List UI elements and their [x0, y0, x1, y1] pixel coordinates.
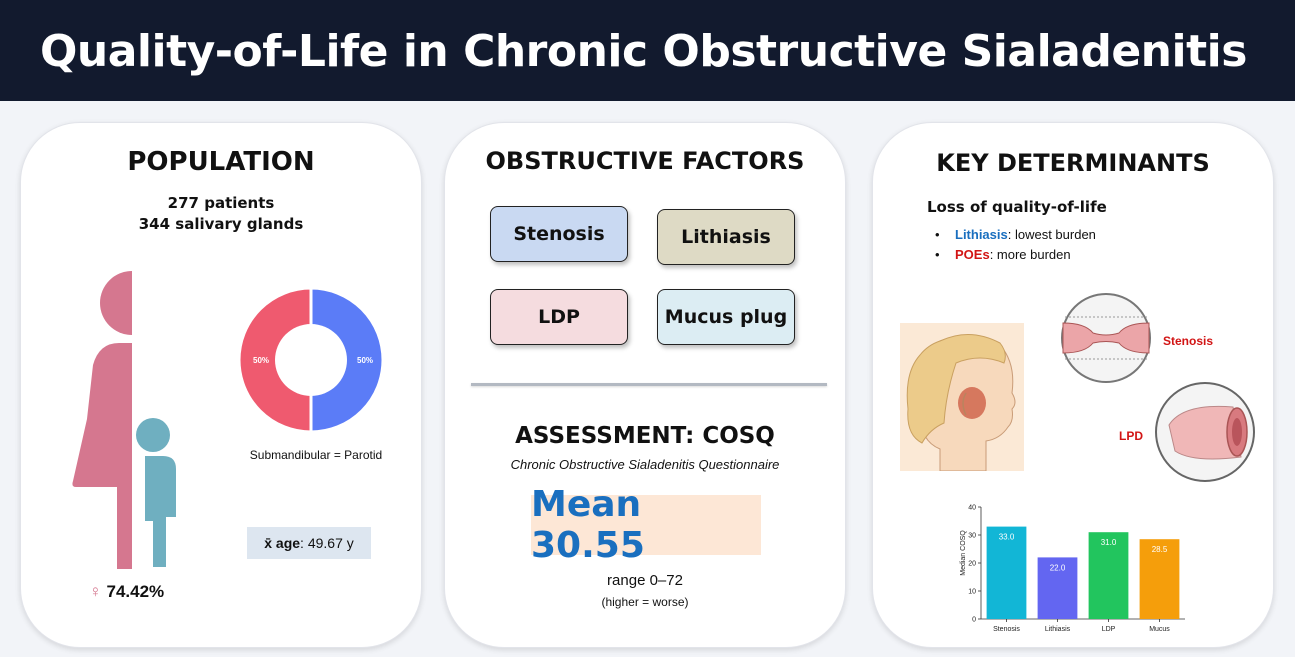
- determinants-title: KEY DETERMINANTS: [936, 149, 1210, 177]
- score-range: range 0–72: [607, 572, 683, 589]
- bar-value-label: 33.0: [999, 533, 1015, 542]
- glands-count: 344 salivary glands: [138, 215, 304, 233]
- obstructive-title: OBSTRUCTIVE FACTORS: [485, 147, 805, 175]
- bar-value-label: 28.5: [1152, 545, 1168, 554]
- y-tick-label: 10: [968, 589, 976, 596]
- assessment-title: ASSESSMENT: COSQ: [515, 423, 775, 449]
- gland-ratio-text: Submandibular = Parotid: [249, 448, 383, 462]
- bar-stenosis: [986, 526, 1027, 619]
- stenosis-tag: Stenosis: [1163, 334, 1214, 348]
- donut-label-right: 50%: [357, 356, 373, 365]
- factor-mucus-plug: Mucus plug: [657, 289, 795, 345]
- factor-ldp: LDP: [490, 289, 628, 345]
- bullet-lithiasis-text: : lowest burden: [1007, 227, 1096, 242]
- x-tick-label: Stenosis: [993, 626, 1020, 633]
- assessment-subtitle: Chronic Obstructive Sialadenitis Questio…: [510, 457, 780, 472]
- donut-hole: [275, 324, 347, 396]
- score-range-note: (higher = worse): [601, 595, 689, 609]
- lpd-tag: LPD: [1119, 429, 1143, 443]
- factor-lithiasis: Lithiasis: [657, 209, 795, 265]
- y-tick-label: 30: [968, 533, 976, 540]
- y-tick-label: 40: [968, 505, 976, 512]
- chart-y-axis-label: Median COSQ: [960, 530, 967, 576]
- lpd-duct-illustration: [1155, 382, 1255, 482]
- bullet-poes-key: POEs: [955, 247, 990, 262]
- population-title: POPULATION: [127, 147, 315, 177]
- y-tick-label: 0: [972, 617, 976, 624]
- determinants-subtitle: Loss of quality-of-life: [927, 198, 1107, 216]
- mean-age-box: x̄ age : 49.67 y: [247, 527, 371, 559]
- population-card: POPULATION 277 patients 344 salivary gla…: [20, 122, 422, 648]
- median-cosq-bar-chart: Median COSQ 0 10 20 30 40 33.0 Stenosis 22.0 Li…: [960, 505, 1185, 633]
- bullet-lithiasis-key: Lithiasis: [955, 227, 1008, 242]
- gland-donut-chart: 50% 50%: [237, 288, 385, 433]
- mean-age-label: x̄ age: [264, 535, 301, 551]
- donut-label-left: 50%: [253, 356, 269, 365]
- face-parotid-illustration: [900, 323, 1024, 471]
- page-title: Quality-of-Life in Chronic Obstructive S…: [40, 26, 1247, 77]
- y-tick-label: 20: [968, 561, 976, 568]
- woman-body-icon: [72, 343, 132, 569]
- woman-head-icon: [100, 271, 132, 335]
- stenosis-duct-illustration: [1061, 293, 1151, 383]
- bar-value-label: 31.0: [1101, 538, 1117, 547]
- x-tick-label: Lithiasis: [1045, 626, 1071, 633]
- female-percentage-value: 74.42%: [106, 582, 165, 601]
- bar-value-label: 22.0: [1050, 563, 1066, 572]
- determinants-card: KEY DETERMINANTS Loss of quality-of-life…: [872, 122, 1274, 648]
- mean-score-box: Mean 30.55: [531, 484, 761, 566]
- bar-lithiasis: [1037, 557, 1078, 619]
- x-tick-label: Mucus: [1149, 626, 1170, 633]
- female-symbol-icon: ♀: [89, 582, 102, 601]
- patients-count: 277 patients: [167, 194, 275, 212]
- woman-child-figure: [72, 271, 176, 569]
- header-bar: Quality-of-Life in Chronic Obstructive S…: [0, 0, 1295, 101]
- x-tick-label: LDP: [1102, 626, 1116, 633]
- child-head-icon: [136, 418, 170, 452]
- child-body-icon: [145, 456, 176, 567]
- bar-ldp: [1088, 532, 1129, 619]
- section-divider: [471, 383, 827, 386]
- bullet-poes: • POEs: more burden: [935, 247, 1071, 262]
- bullet-lithiasis: • Lithiasis: lowest burden: [935, 227, 1096, 242]
- factor-stenosis: Stenosis: [490, 206, 628, 262]
- bullet-poes-text: : more burden: [989, 247, 1071, 262]
- bullet-dot: •: [935, 227, 940, 242]
- bullet-dot: •: [935, 247, 940, 262]
- bar-mucus: [1139, 539, 1180, 619]
- obstructive-card: OBSTRUCTIVE FACTORS Stenosis Lithiasis L…: [444, 122, 846, 648]
- female-percentage: ♀ 74.42%: [89, 582, 164, 602]
- mean-age-value: : 49.67 y: [300, 535, 354, 551]
